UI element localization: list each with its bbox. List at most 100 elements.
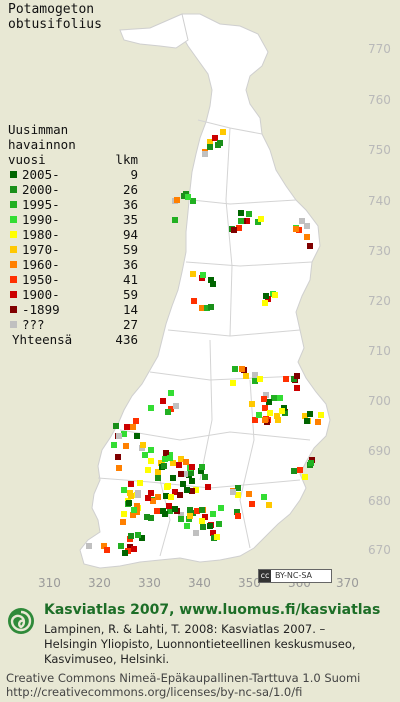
observation-square [277, 395, 283, 401]
observation-square [189, 488, 195, 494]
cc-icon: cc [259, 570, 271, 582]
legend-item: 1950- 41 [8, 272, 138, 287]
observation-square [193, 487, 199, 493]
observation-square [145, 467, 151, 473]
observation-square [308, 460, 314, 466]
observation-square [172, 506, 178, 512]
observation-square [294, 385, 300, 391]
observation-square [249, 501, 255, 507]
legend-item: 1980- 94 [8, 227, 138, 242]
observation-square [235, 485, 241, 491]
observation-square [188, 470, 194, 476]
legend-item-label: 1980- [22, 227, 60, 242]
observation-square [187, 507, 193, 513]
legend-item-count: 14 [122, 302, 138, 317]
observation-square [274, 413, 280, 419]
observation-square [155, 494, 161, 500]
observation-square [271, 395, 277, 401]
legend-heading-2: havainnon [8, 137, 76, 152]
species-name-line1: Potamogeton [8, 2, 95, 17]
observation-square [315, 419, 321, 425]
legend-swatch [10, 171, 17, 178]
legend-item-count: 94 [122, 227, 138, 242]
observation-square [202, 151, 208, 157]
observation-square [207, 139, 213, 145]
observation-square [130, 424, 136, 430]
observation-square [135, 492, 141, 498]
cc-badge-text: BY-NC-SA [275, 571, 313, 580]
observation-square [263, 392, 269, 398]
observation-square [162, 456, 168, 462]
legend-swatch [10, 261, 17, 268]
observation-square [121, 511, 127, 517]
observation-square [218, 505, 224, 511]
observation-square [113, 423, 119, 429]
observation-square [210, 511, 216, 517]
license-url[interactable]: http://creativecommons.org/licenses/by-n… [6, 685, 303, 699]
observation-square [267, 410, 273, 416]
observation-square [266, 502, 272, 508]
observation-square [167, 508, 173, 514]
cc-license-badge[interactable]: cc BY-NC-SA [258, 569, 332, 583]
observation-square [318, 412, 324, 418]
observation-square [199, 305, 205, 311]
northing-label: 720 [368, 294, 391, 308]
observation-square [293, 226, 299, 232]
project-link[interactable]: Kasviatlas 2007, www.luomus.fi/kasviatla… [44, 602, 381, 618]
observation-square [246, 211, 252, 217]
observation-square [252, 417, 258, 423]
legend-swatch [10, 306, 17, 313]
observation-square [239, 366, 245, 372]
observation-square [207, 144, 213, 150]
observation-square [134, 503, 140, 509]
legend-swatch [10, 216, 17, 223]
observation-square [154, 508, 160, 514]
observation-square [183, 459, 189, 465]
observation-square [101, 543, 107, 549]
observation-square [297, 467, 303, 473]
observation-square [307, 243, 313, 249]
observation-square [148, 405, 154, 411]
observation-square [148, 458, 154, 464]
observation-square [172, 217, 178, 223]
observation-square [256, 412, 262, 418]
observation-square [279, 408, 285, 414]
legend-total-count: 436 [115, 332, 138, 347]
legend-swatch [10, 246, 17, 253]
observation-square [304, 234, 310, 240]
legend-swatch [10, 186, 17, 193]
northing-label: 750 [368, 143, 391, 157]
observation-square [302, 474, 308, 480]
observation-square [205, 484, 211, 490]
observation-square [86, 543, 92, 549]
observation-square [294, 373, 300, 379]
northing-label: 670 [368, 543, 391, 557]
observation-square [168, 390, 174, 396]
observation-square [234, 509, 240, 515]
observation-square [115, 454, 121, 460]
observation-square [167, 455, 173, 461]
observation-square [189, 478, 195, 484]
observation-square [104, 547, 110, 553]
observation-square [124, 424, 130, 430]
observation-square [216, 521, 222, 527]
license-text: Creative Commons Nimeä-Epäkaupallinen-Ta… [6, 671, 361, 685]
observation-square [261, 396, 267, 402]
observation-square [128, 481, 134, 487]
observation-square [128, 493, 134, 499]
easting-label: 340 [188, 576, 211, 590]
observation-square [198, 468, 204, 474]
observation-square [163, 493, 169, 499]
observation-square [272, 292, 278, 298]
northing-label: 710 [368, 344, 391, 358]
citation-line-3: Kasvimuseo, Helsinki. [44, 652, 170, 666]
legend-item-label: 2000- [22, 182, 60, 197]
observation-square [148, 490, 154, 496]
observation-square [302, 413, 308, 419]
legend: Uusimman havainnon vuosi lkm 2005- 9 2000… [8, 122, 138, 347]
legend-item-count: 36 [122, 197, 138, 212]
northing-label: 700 [368, 394, 391, 408]
legend-item-count: 26 [122, 182, 138, 197]
observation-square [184, 487, 190, 493]
observation-square [145, 495, 151, 501]
